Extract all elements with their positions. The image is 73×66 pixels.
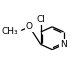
Text: CH₃: CH₃ bbox=[1, 27, 18, 36]
Text: Cl: Cl bbox=[36, 15, 45, 24]
Text: N: N bbox=[60, 40, 67, 49]
Text: O: O bbox=[26, 22, 33, 31]
